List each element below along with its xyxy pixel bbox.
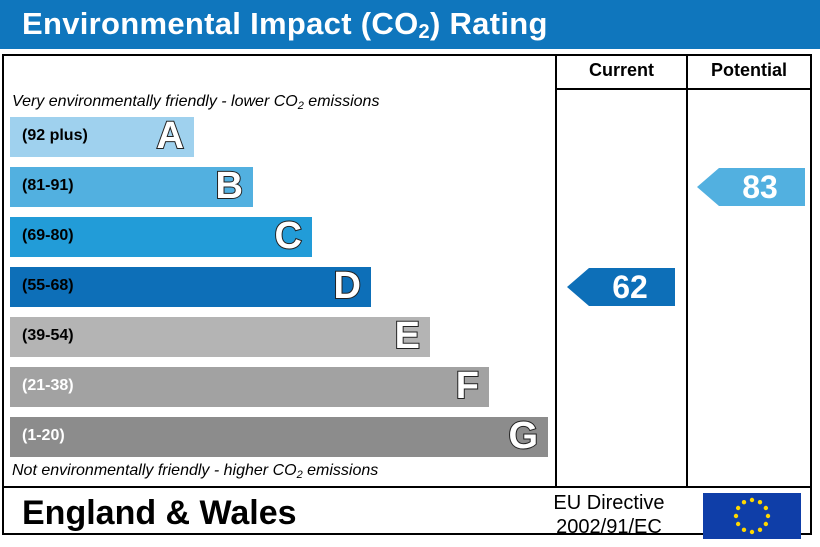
column-potential-header: Potential xyxy=(710,60,787,80)
potential-rating-arrow-fill xyxy=(697,168,805,206)
divider-potential xyxy=(686,54,688,488)
band-letter: F xyxy=(455,364,480,408)
header-divider xyxy=(555,88,812,90)
band-range-label: (92 plus) xyxy=(22,127,88,144)
eu-star xyxy=(763,521,769,527)
column-current-header: Current xyxy=(588,60,654,80)
top-note-text-end: emissions xyxy=(303,93,380,110)
band-range-label: (81-91) xyxy=(22,177,74,194)
eu-flag-icon xyxy=(703,493,801,539)
bottom-note-subscript: 2 xyxy=(296,469,303,481)
potential-rating-arrow-value: 83 xyxy=(742,169,778,205)
top-note-subscript: 2 xyxy=(297,100,304,112)
region-label: England & Wales xyxy=(22,494,297,532)
band-letter: E xyxy=(394,314,421,358)
band-range-label: (55-68) xyxy=(22,277,74,294)
eu-star xyxy=(757,527,763,533)
eu-directive: EU Directive 2002/91/EC xyxy=(520,491,698,539)
eu-star xyxy=(733,513,739,519)
eu-star xyxy=(763,505,769,511)
band-c: (69-80) C xyxy=(10,214,312,258)
band-range-label: (1-20) xyxy=(22,427,65,444)
eu-star xyxy=(749,529,755,535)
top-note: Very environmentally friendly - lower CO… xyxy=(12,93,380,112)
rating-frame xyxy=(2,54,812,535)
band-letter: D xyxy=(333,264,362,308)
current-rating-arrow: 62 xyxy=(567,268,675,306)
band-e: (39-54) E xyxy=(10,314,430,358)
eu-star xyxy=(749,497,755,503)
band-d: (55-68) D xyxy=(10,264,371,308)
title-subscript: 2 xyxy=(418,21,430,43)
eu-star xyxy=(735,521,741,527)
band-b: (81-91) B xyxy=(10,164,253,208)
band-f: (21-38) F xyxy=(10,364,489,408)
eu-directive-line1: EU Directive xyxy=(553,492,665,514)
current-rating-arrow-value: 62 xyxy=(612,269,648,305)
eu-star xyxy=(735,505,741,511)
band-range-label: (69-80) xyxy=(22,227,74,244)
current-rating-arrow-shape xyxy=(567,268,675,306)
current-rating-arrow-fill xyxy=(567,268,675,306)
title-bar: Environmental Impact (CO2) Rating xyxy=(0,0,820,49)
eu-directive-line2: 2002/91/EC xyxy=(556,516,662,538)
divider-current xyxy=(555,54,557,488)
bottom-note-text-end: emissions xyxy=(302,462,379,479)
potential-rating-arrow: 83 xyxy=(697,168,805,206)
eu-star xyxy=(741,527,747,533)
page-title: Environmental Impact (CO2) Rating xyxy=(22,6,548,42)
title-text-end: ) Rating xyxy=(429,6,548,41)
eu-star xyxy=(757,499,763,505)
footer-divider xyxy=(2,486,812,488)
band-a: (92 plus) A xyxy=(10,114,194,158)
band-letter: B xyxy=(215,164,244,208)
band-range-label: (21-38) xyxy=(22,377,74,394)
bottom-note-text: Not environmentally friendly - higher CO xyxy=(12,462,297,479)
eu-star xyxy=(765,513,771,519)
band-range-label: (39-54) xyxy=(22,327,74,344)
bottom-note: Not environmentally friendly - higher CO… xyxy=(12,462,379,481)
potential-rating-arrow-shape xyxy=(697,168,805,206)
title-text: Environmental Impact (CO xyxy=(22,6,419,41)
top-note-text: Very environmentally friendly - lower CO xyxy=(12,93,298,110)
band-letter: G xyxy=(507,414,539,458)
band-g: (1-20) G xyxy=(10,414,548,458)
band-letter: A xyxy=(156,114,185,158)
eu-star xyxy=(741,499,747,505)
band-letter: C xyxy=(274,214,303,258)
